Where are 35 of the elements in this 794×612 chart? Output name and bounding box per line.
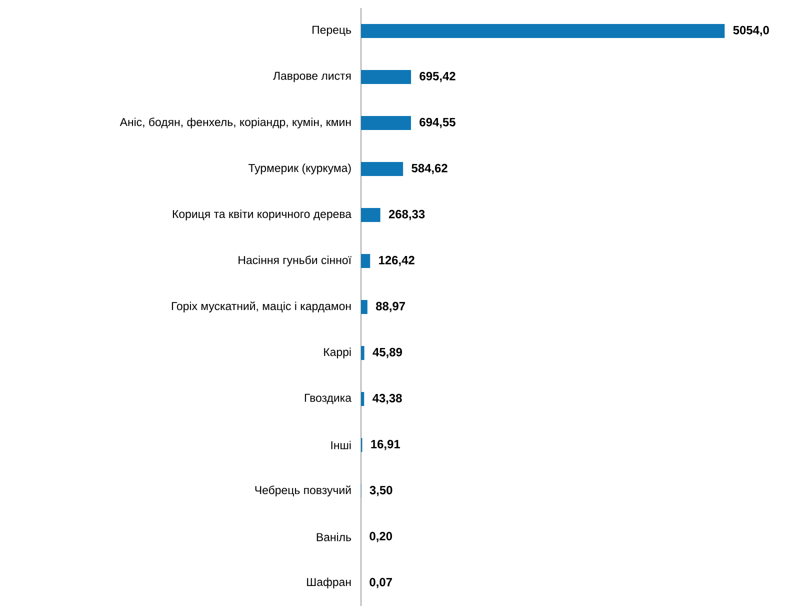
y-tick-label: Перець <box>312 26 352 36</box>
y-tick-label: Кориця та квіти коричного дерева <box>172 210 352 220</box>
data-label: 584,62 <box>412 164 448 174</box>
bar <box>361 208 380 222</box>
y-tick-label: Каррі <box>324 348 351 358</box>
data-label: 0,07 <box>370 578 392 588</box>
data-label: 43,38 <box>372 394 402 404</box>
y-tick-label: Гвоздика <box>304 394 352 404</box>
data-label: 126,42 <box>379 256 414 266</box>
data-label: 3,50 <box>370 486 392 496</box>
data-label: 268,33 <box>388 210 425 220</box>
bar <box>361 254 370 268</box>
data-label: 5054,0 <box>733 26 769 36</box>
bar <box>361 162 404 176</box>
bar <box>361 392 364 406</box>
bar <box>361 70 412 84</box>
y-tick-label: Горіх мускатний, маціс і кардамон <box>172 302 351 312</box>
bar <box>361 116 411 130</box>
data-label: 695,42 <box>420 72 456 82</box>
bar <box>361 346 364 360</box>
data-label: 694,55 <box>420 118 456 128</box>
y-tick-label: Турмерик (куркума) <box>248 164 351 174</box>
data-label: 45,89 <box>372 348 402 358</box>
y-tick-label: Насіння гуньби сінної <box>238 256 352 266</box>
y-tick-label: Шафран <box>307 578 351 588</box>
y-tick-label: Ваніль <box>316 532 352 542</box>
bar <box>361 300 368 314</box>
y-tick-label: Чебрець повзучий <box>255 486 351 496</box>
bar <box>361 24 725 38</box>
data-label: 88,97 <box>376 302 405 312</box>
y-tick-label: Лаврове листя <box>273 72 351 82</box>
data-label: 16,91 <box>371 440 400 450</box>
data-label: 0,20 <box>370 532 392 542</box>
y-tick-label: Інші <box>331 440 351 450</box>
y-tick-label: Аніс, бодян, фенхель, коріандр, кумін, кмин <box>120 118 351 128</box>
